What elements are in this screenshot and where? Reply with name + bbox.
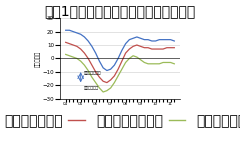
Legend: 大企業　製造業, 中堅企業　製造業, 中小企業　製造業: 大企業 製造業, 中堅企業 製造業, 中小企業 製造業: [0, 108, 240, 134]
Text: 「楽である」超: 「楽である」超: [84, 71, 101, 75]
Title: （図1）資金繰り判断の推移（製造業）: （図1）資金繰り判断の推移（製造業）: [44, 4, 196, 18]
Text: 「苦しい」超: 「苦しい」超: [84, 86, 99, 90]
Y-axis label: ％ポイント: ％ポイント: [35, 50, 41, 67]
